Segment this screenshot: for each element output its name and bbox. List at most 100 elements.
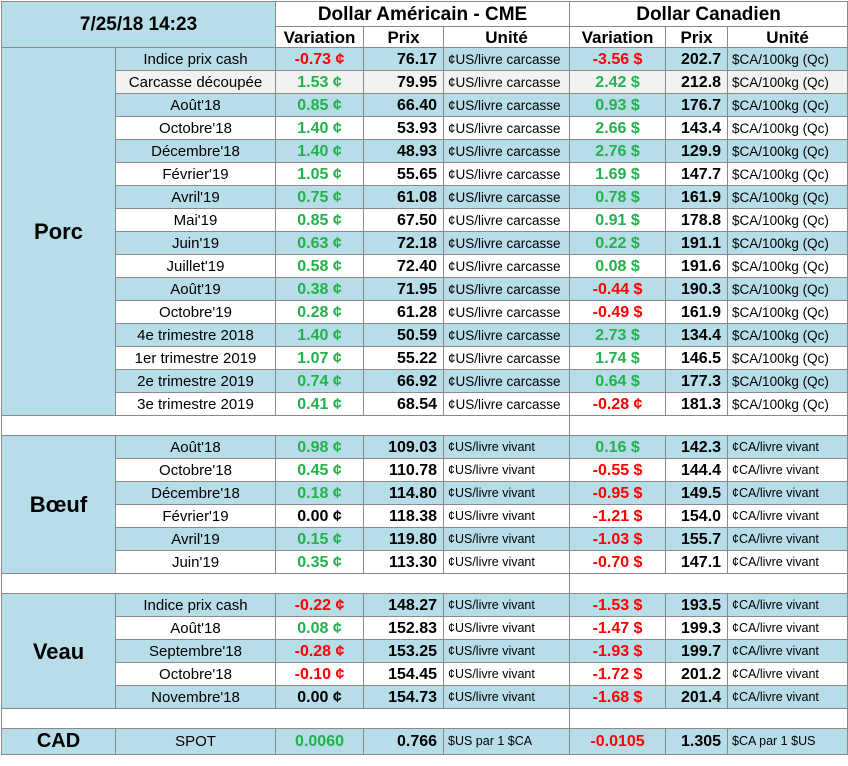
cad-unit: $CA/100kg (Qc)	[727, 254, 848, 278]
usd-price: 148.27	[363, 593, 445, 617]
row-label: Février'19	[114, 504, 277, 528]
header-row-groups: 7/25/18 14:23 Dollar Américain - CME Dol…	[0, 1, 848, 48]
table-row: Octobre'18 0.45 ¢ 110.78 ¢US/livre vivant -0…	[2, 458, 848, 482]
cad-unit: $CA/100kg (Qc)	[727, 392, 848, 416]
row-label: Août'18	[114, 435, 277, 459]
table-row: 2e trimestre 2019 0.74 ¢ 66.92 ¢US/livre ca…	[2, 369, 848, 393]
cad-variation: -0.70 $	[569, 550, 667, 574]
section-separator	[0, 708, 848, 729]
cad-unit: ¢CA/livre vivant	[727, 481, 848, 505]
cad-unit: $CA/100kg (Qc)	[727, 300, 848, 324]
usd-price: 66.92	[363, 369, 445, 393]
spot-cad-variation: -0.0105	[569, 728, 667, 755]
row-label: Indice prix cash	[114, 47, 277, 71]
row-label: Octobre'19	[114, 300, 277, 324]
usd-price: 154.45	[363, 662, 445, 686]
table-row: Août'18 0.08 ¢ 152.83 ¢US/livre vivant -1.47…	[2, 616, 848, 640]
cad-price: 155.7	[665, 527, 729, 551]
cad-unit: $CA/100kg (Qc)	[727, 231, 848, 255]
usd-variation: 1.07 ¢	[275, 346, 365, 370]
cad-unit: ¢CA/livre vivant	[727, 550, 848, 574]
usd-unit: ¢US/livre vivant	[443, 550, 571, 574]
section-label-boeuf: Bœuf	[1, 435, 116, 574]
row-label: Avril'19	[114, 185, 277, 209]
table-row: Octobre'19 0.28 ¢ 61.28 ¢US/livre carcasse -…	[2, 300, 848, 324]
separator-left	[0, 708, 571, 729]
usd-price: 61.28	[363, 300, 445, 324]
row-label: Février'19	[114, 162, 277, 186]
cad-unit: $CA/100kg (Qc)	[727, 93, 848, 117]
usd-unit: ¢US/livre carcasse	[443, 254, 571, 278]
cad-price: 178.8	[665, 208, 729, 232]
cad-variation: -0.95 $	[569, 481, 667, 505]
cad-price: 134.4	[665, 323, 729, 347]
cad-variation: -1.53 $	[569, 593, 667, 617]
cad-variation: 0.08 $	[569, 254, 667, 278]
row-label: Carcasse découpée	[114, 70, 277, 94]
usd-variation: 0.35 ¢	[275, 550, 365, 574]
row-label: Juillet'19	[114, 254, 277, 278]
cad-variation: 2.66 $	[569, 116, 667, 140]
cad-price: 193.5	[665, 593, 729, 617]
table-row: Décembre'18 1.40 ¢ 48.93 ¢US/livre carcasse…	[2, 139, 848, 163]
table-row: Juin'19 0.35 ¢ 113.30 ¢US/livre vivant -0.70…	[2, 550, 848, 574]
col-header-usd-variation: Variation	[275, 26, 365, 48]
table-row: Porc Indice prix cash -0.73 ¢ 76.17 ¢US/livr…	[1, 47, 848, 416]
usd-variation: 0.28 ¢	[275, 300, 365, 324]
usd-unit: ¢US/livre carcasse	[443, 208, 571, 232]
cad-variation: -1.72 $	[569, 662, 667, 686]
usd-price: 55.22	[363, 346, 445, 370]
table-row: Août'18 0.85 ¢ 66.40 ¢US/livre carcasse 0.93…	[2, 93, 848, 117]
cad-variation: 2.42 $	[569, 70, 667, 94]
usd-unit: ¢US/livre vivant	[443, 685, 571, 709]
usd-price: 113.30	[363, 550, 445, 574]
cad-unit: ¢CA/livre vivant	[727, 527, 848, 551]
cad-unit: ¢CA/livre vivant	[727, 639, 848, 663]
col-header-usd-unite: Unité	[443, 26, 571, 48]
cad-variation: -0.49 $	[569, 300, 667, 324]
table-row: Novembre'18 0.00 ¢ 154.73 ¢US/livre vivant -…	[2, 685, 848, 709]
group-header-cad: Dollar Canadien	[569, 1, 848, 27]
spot-usd-variation: 0.0060	[275, 728, 365, 755]
usd-variation: 0.45 ¢	[275, 458, 365, 482]
usd-unit: ¢US/livre vivant	[443, 504, 571, 528]
usd-unit: ¢US/livre carcasse	[443, 277, 571, 301]
usd-price: 110.78	[363, 458, 445, 482]
cad-price: 202.7	[665, 47, 729, 71]
table-row: Octobre'18 -0.10 ¢ 154.45 ¢US/livre vivant -…	[2, 662, 848, 686]
cad-variation: 0.22 $	[569, 231, 667, 255]
cad-price: 177.3	[665, 369, 729, 393]
table-row: Octobre'18 1.40 ¢ 53.93 ¢US/livre carcasse 2…	[2, 116, 848, 140]
cad-unit: ¢CA/livre vivant	[727, 662, 848, 686]
cad-price: 199.3	[665, 616, 729, 640]
cad-unit: $CA/100kg (Qc)	[727, 208, 848, 232]
table-row: Veau Indice prix cash -0.22 ¢ 148.27 ¢US/liv…	[1, 593, 848, 709]
cad-price: 143.4	[665, 116, 729, 140]
cad-unit: $CA/100kg (Qc)	[727, 162, 848, 186]
spot-cad-unit: $CA par 1 $US	[727, 728, 848, 755]
usd-unit: ¢US/livre carcasse	[443, 139, 571, 163]
usd-variation: 1.40 ¢	[275, 116, 365, 140]
spot-usd-price: 0.766	[363, 728, 445, 755]
table-row: 4e trimestre 2018 1.40 ¢ 50.59 ¢US/livre ca…	[2, 323, 848, 347]
usd-variation: 0.41 ¢	[275, 392, 365, 416]
cad-unit: $CA/100kg (Qc)	[727, 185, 848, 209]
usd-price: 79.95	[363, 70, 445, 94]
table-row: Février'19 0.00 ¢ 118.38 ¢US/livre vivant -1…	[2, 504, 848, 528]
usd-variation: -0.10 ¢	[275, 662, 365, 686]
spot-label: SPOT	[114, 728, 277, 755]
row-label: Octobre'18	[114, 662, 277, 686]
cad-price: 191.1	[665, 231, 729, 255]
row-label: 3e trimestre 2019	[114, 392, 277, 416]
cad-price: 147.1	[665, 550, 729, 574]
cad-price: 199.7	[665, 639, 729, 663]
table-row: Février'19 1.05 ¢ 55.65 ¢US/livre carcasse 1…	[2, 162, 848, 186]
usd-variation: -0.22 ¢	[275, 593, 365, 617]
usd-variation: 0.85 ¢	[275, 208, 365, 232]
usd-price: 118.38	[363, 504, 445, 528]
usd-unit: ¢US/livre vivant	[443, 458, 571, 482]
cad-unit: $CA/100kg (Qc)	[727, 70, 848, 94]
usd-price: 48.93	[363, 139, 445, 163]
cad-price: 191.6	[665, 254, 729, 278]
usd-price: 67.50	[363, 208, 445, 232]
